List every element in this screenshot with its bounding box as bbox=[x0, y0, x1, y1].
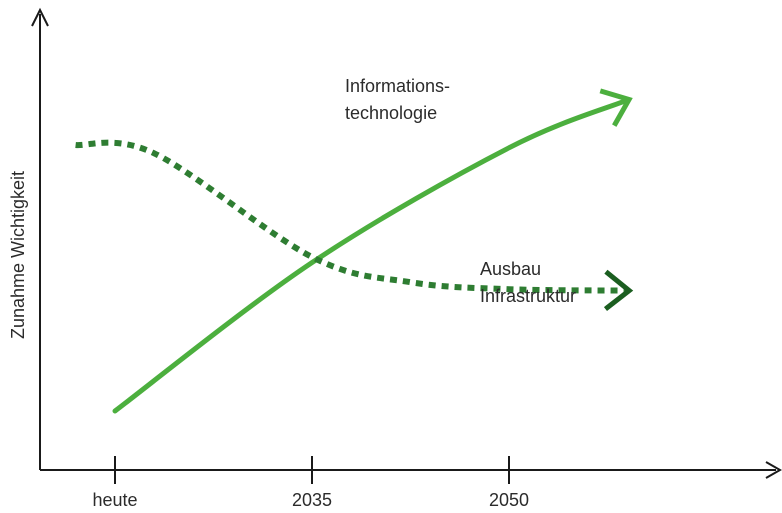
series-line bbox=[112, 97, 630, 414]
y-axis-arrow-icon bbox=[31, 7, 49, 27]
x-axis-arrow-icon bbox=[765, 461, 782, 479]
series-label: Informations- bbox=[345, 76, 450, 96]
series-label: Ausbau bbox=[480, 259, 541, 279]
x-tick-label: 2035 bbox=[292, 490, 332, 510]
x-tick-label: 2050 bbox=[489, 490, 529, 510]
y-axis-label: Zunahme Wichtigkeit bbox=[8, 171, 28, 339]
axes bbox=[31, 7, 782, 479]
series-group: Informations-technologie Ausbau Infrastruk… bbox=[75, 76, 634, 414]
series-label: technologie bbox=[345, 103, 437, 123]
x-ticks: heute 2035 2050 bbox=[92, 456, 529, 510]
x-tick-label: heute bbox=[92, 490, 137, 510]
series-arrow-icon bbox=[603, 269, 634, 312]
series-line bbox=[75, 139, 628, 294]
series-label: Infrastruktur bbox=[480, 286, 576, 306]
series-arrow-icon bbox=[599, 88, 633, 127]
